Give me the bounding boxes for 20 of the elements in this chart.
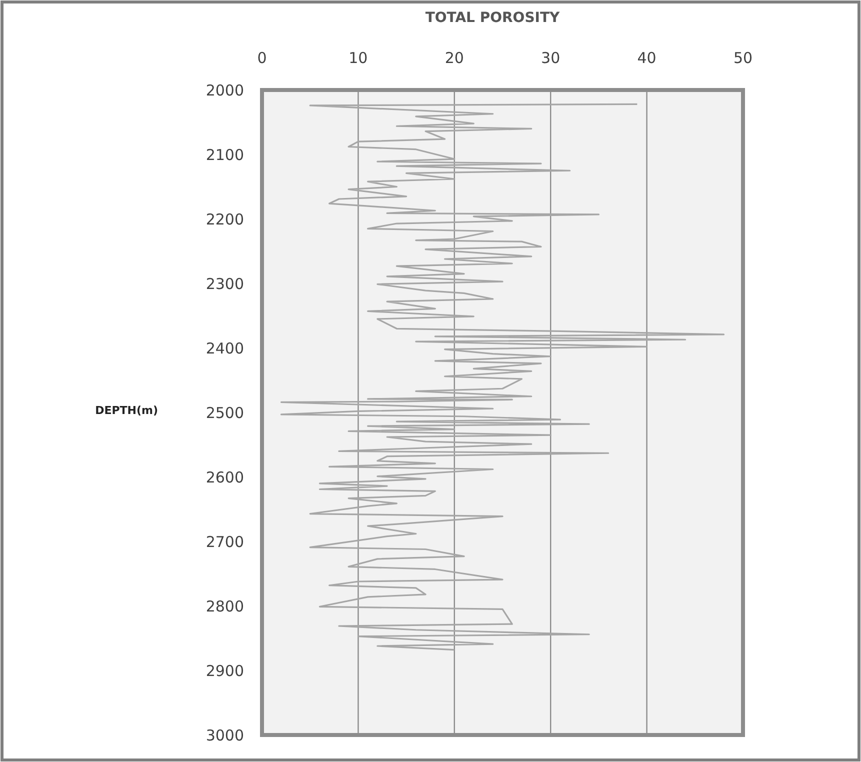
y-tick-label: 2000 <box>206 81 244 100</box>
y-tick-label: 2800 <box>206 597 244 616</box>
y-tick-label: 2700 <box>206 532 244 551</box>
y-tick-label: 2600 <box>206 468 244 486</box>
y-tick-label: 3000 <box>206 726 244 744</box>
y-tick-label: 2200 <box>206 210 244 228</box>
x-tick-label: 10 <box>348 49 368 67</box>
x-tick-label: 20 <box>444 49 464 67</box>
x-tick-label: 50 <box>733 49 753 67</box>
y-tick-label: 2300 <box>206 274 244 293</box>
y-tick-label: 2100 <box>206 146 244 164</box>
y-tick-label: 2500 <box>206 404 244 422</box>
x-axis-title: TOTAL POROSITY <box>425 10 561 26</box>
x-tick-label: 0 <box>257 49 267 67</box>
line-series <box>280 103 725 651</box>
x-tick-label: 30 <box>541 49 560 67</box>
y-tick-label: 2900 <box>206 662 244 680</box>
y-axis-title: DEPTH(m) <box>95 404 158 417</box>
x-tick-label: 40 <box>637 49 656 67</box>
y-tick-label: 2400 <box>206 339 244 358</box>
